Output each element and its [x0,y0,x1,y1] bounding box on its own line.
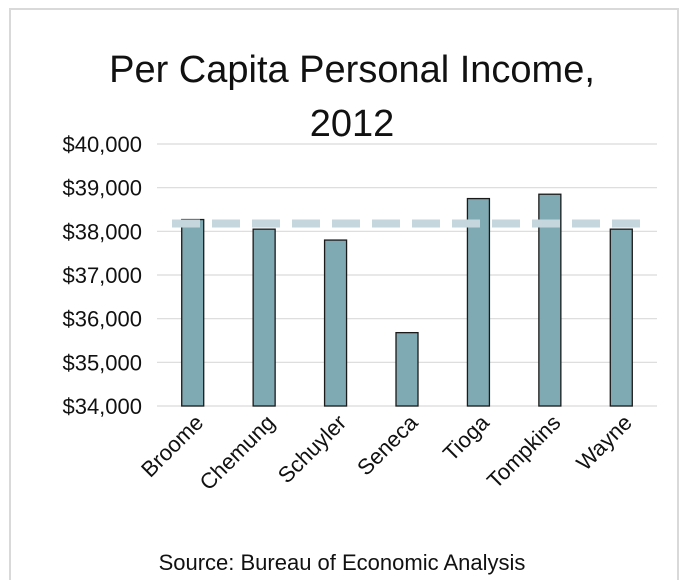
bar-seneca [395,331,419,407]
y-tick-label: $35,000 [62,350,142,375]
y-tick-label: $36,000 [62,307,142,332]
bar-broome [181,218,205,407]
y-tick-label: $38,000 [62,219,142,244]
y-tick-label: $37,000 [62,263,142,288]
x-tick-label: Wayne [571,410,637,476]
y-tick-label: $34,000 [62,394,142,419]
chart-title-line2: 2012 [310,103,395,145]
bar-chemung [252,228,276,407]
bar-tioga [466,197,491,407]
chart-title-line1: Per Capita Personal Income, [109,49,595,91]
y-tick-label: $39,000 [62,176,142,201]
source-note: Source: Bureau of Economic Analysis [159,550,526,575]
x-tick-label: Chemung [195,410,280,495]
bar-schuyler [323,239,348,407]
bar-tompkins [538,193,562,407]
y-axis: $34,000 $35,000 $36,000 $37,000 $38,000 $39,0… [62,132,142,419]
bars [181,193,633,407]
chart-frame [9,8,679,580]
x-tick-label: Tompkins [482,410,565,493]
y-tick-label: $40,000 [62,132,142,157]
x-tick-label: Seneca [352,409,423,480]
x-tick-label: Tioga [438,409,495,466]
x-tick-label: Broome [136,410,208,482]
bar-wayne [609,228,633,407]
x-tick-label: Schuyler [273,410,351,488]
